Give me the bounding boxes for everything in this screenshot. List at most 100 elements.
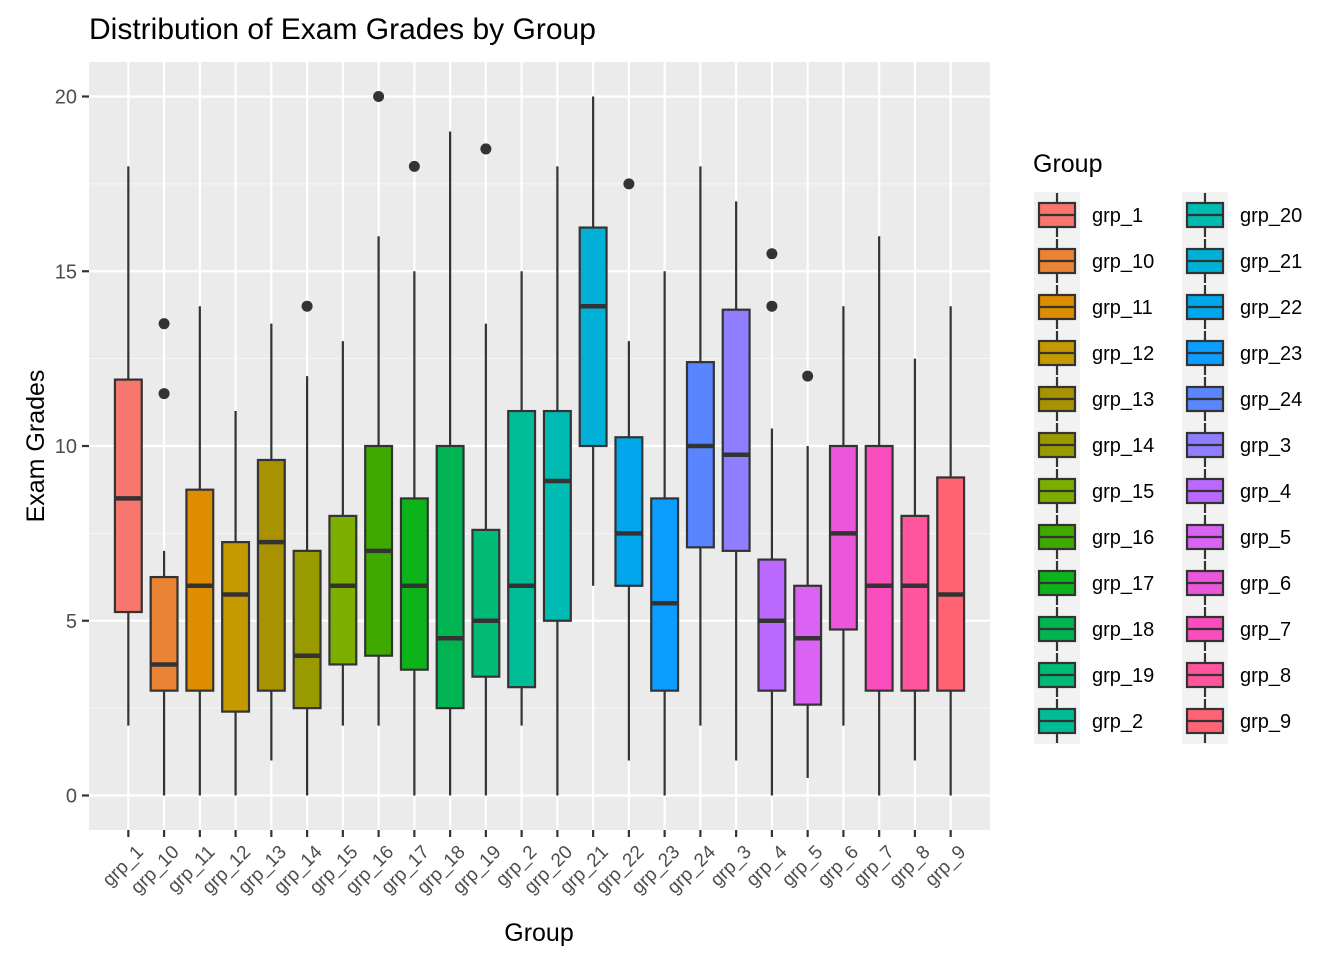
box-body <box>864 444 894 692</box>
legend-item-grp-9: grp_9 <box>1182 698 1291 744</box>
box-grp-14 <box>292 300 322 796</box>
legend-label: grp_1 <box>1092 205 1143 227</box>
legend-item-grp-5: grp_5 <box>1182 514 1291 560</box>
outlier-point <box>301 300 313 312</box>
y-axis: 0 5 10 15 20 <box>55 87 89 808</box>
box-body <box>113 378 143 614</box>
legend-item-grp-8: grp_8 <box>1182 652 1291 698</box>
box-body <box>435 444 465 710</box>
box-grp-3 <box>721 201 751 761</box>
box-grp-13 <box>256 323 286 761</box>
box-grp-16 <box>364 91 394 726</box>
legend-item-grp-4: grp_4 <box>1182 468 1291 514</box>
legend-label: grp_12 <box>1092 343 1154 365</box>
box-grp-8 <box>900 358 930 761</box>
legend-item-grp-22: grp_22 <box>1182 284 1302 330</box>
legend-item-grp-6: grp_6 <box>1182 560 1291 606</box>
box-body <box>185 488 215 692</box>
box-grp-9 <box>936 306 966 796</box>
box-grp-6 <box>828 306 858 726</box>
legend-label: grp_3 <box>1240 435 1291 457</box>
outlier-point <box>408 160 420 172</box>
legend-label: grp_22 <box>1240 297 1302 319</box>
legend-label: grp_16 <box>1092 527 1154 549</box>
box-grp-11 <box>185 306 215 796</box>
box-grp-21 <box>578 96 608 586</box>
legend-label: grp_9 <box>1240 711 1291 733</box>
box-body <box>292 549 322 710</box>
box-body <box>256 458 286 692</box>
legend-label: grp_19 <box>1092 665 1154 687</box>
y-tick-label: 20 <box>55 87 77 109</box>
box-grp-23 <box>650 271 680 796</box>
legend-label: grp_13 <box>1092 389 1154 411</box>
y-axis-label: Exam Grades <box>22 370 50 523</box>
y-tick-label: 15 <box>55 261 77 283</box>
y-tick-label: 0 <box>66 786 77 808</box>
box-body <box>149 575 179 692</box>
chart-title: Distribution of Exam Grades by Group <box>89 13 596 46</box>
outlier-point <box>373 91 385 102</box>
legend-item-grp-19: grp_19 <box>1034 652 1154 698</box>
legend-item-grp-14: grp_14 <box>1034 422 1154 468</box>
legend-item-grp-2: grp_2 <box>1034 698 1143 744</box>
legend-label: grp_15 <box>1092 481 1154 503</box>
legend-label: grp_20 <box>1240 205 1302 227</box>
legend-label: grp_14 <box>1092 435 1154 457</box>
legend-item-grp-18: grp_18 <box>1034 606 1154 652</box>
box-grp-10 <box>149 318 179 796</box>
legend-label: grp_2 <box>1092 711 1143 733</box>
box-grp-17 <box>399 160 429 796</box>
box-grp-24 <box>685 166 715 726</box>
box-grp-12 <box>221 411 251 796</box>
box-body <box>328 514 358 666</box>
outlier-point <box>802 370 814 382</box>
box-grp-7 <box>864 236 894 796</box>
x-axis-label: Group <box>504 919 573 947</box>
box-grp-4 <box>757 248 787 796</box>
legend-label: grp_5 <box>1240 527 1291 549</box>
legend-label: grp_4 <box>1240 481 1291 503</box>
y-tick-label: 10 <box>55 436 77 458</box>
legend-label: grp_7 <box>1240 619 1291 641</box>
legend-label: grp_17 <box>1092 573 1154 595</box>
box-body <box>721 308 751 552</box>
box-body <box>614 436 644 587</box>
box-body <box>507 409 537 689</box>
box-grp-5 <box>793 370 823 779</box>
legend-item-grp-23: grp_23 <box>1182 330 1302 376</box>
box-grp-18 <box>435 131 465 796</box>
legend-item-grp-11: grp_11 <box>1034 284 1153 330</box>
legend-item-grp-7: grp_7 <box>1182 606 1291 652</box>
legend-label: grp_8 <box>1240 665 1291 687</box>
box-body <box>936 476 966 692</box>
box-body <box>685 361 715 549</box>
box-body <box>900 514 930 692</box>
legend-label: grp_6 <box>1240 573 1291 595</box>
legend-item-grp-24: grp_24 <box>1182 376 1302 422</box>
box-body <box>828 444 858 631</box>
legend-label: grp_11 <box>1092 297 1153 319</box>
box-body <box>650 497 680 692</box>
box-grp-2 <box>507 271 537 726</box>
box-grp-19 <box>471 143 501 796</box>
legend-item-grp-17: grp_17 <box>1034 560 1154 606</box>
legend-item-grp-15: grp_15 <box>1034 468 1154 514</box>
legend-item-grp-10: grp_10 <box>1034 238 1154 284</box>
legend-title: Group <box>1033 150 1102 178</box>
box-body <box>793 584 823 706</box>
legend-label: grp_23 <box>1240 343 1302 365</box>
box-body <box>221 541 251 713</box>
legend-item-grp-16: grp_16 <box>1034 514 1154 560</box>
box-grp-1 <box>113 166 143 726</box>
outlier-point <box>158 318 170 330</box>
legend-item-grp-20: grp_20 <box>1182 192 1302 238</box>
legend-item-grp-12: grp_12 <box>1034 330 1154 376</box>
legend-label: grp_21 <box>1240 251 1302 273</box>
box-body <box>757 558 787 692</box>
y-tick-label: 5 <box>66 611 77 633</box>
box-grp-20 <box>542 166 572 796</box>
box-body <box>578 226 608 448</box>
outlier-point <box>158 388 170 400</box>
